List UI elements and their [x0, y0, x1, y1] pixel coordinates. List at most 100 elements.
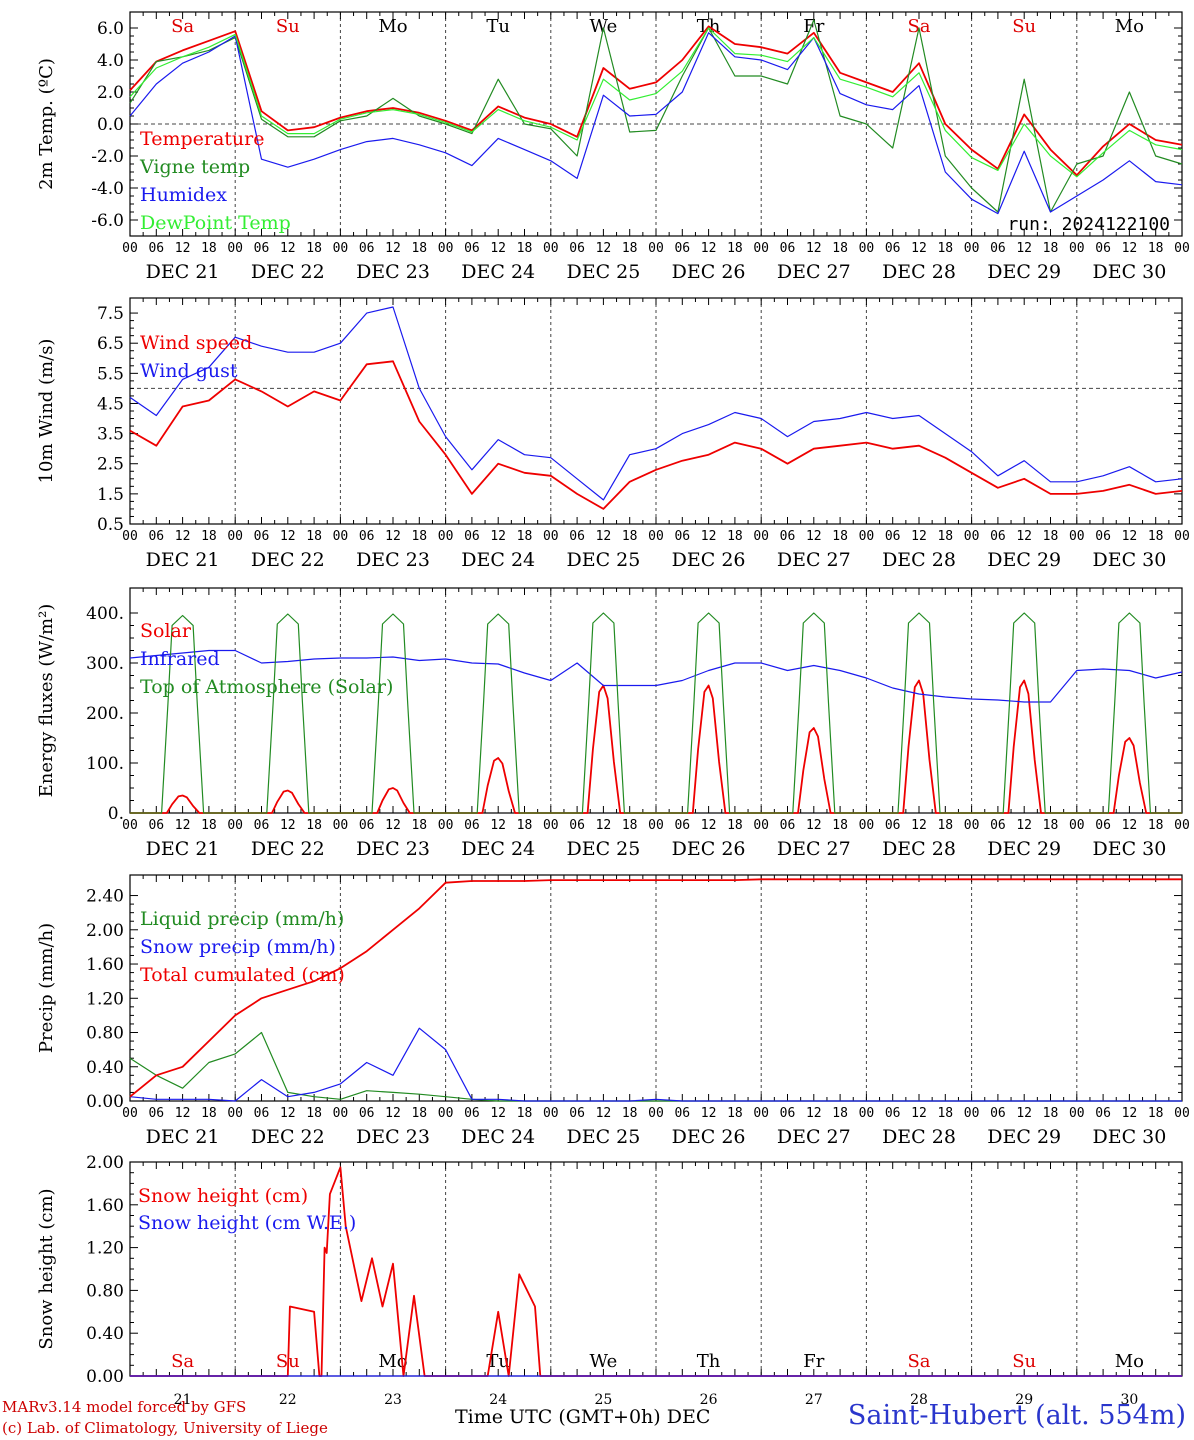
x-hour-label: 12	[280, 529, 296, 544]
x-hour-label: 06	[359, 241, 375, 256]
y-axis-label: 10m Wind (m/s)	[36, 339, 57, 484]
x-hour-label: 06	[148, 241, 164, 256]
x-date-label: DEC 21	[146, 1126, 220, 1148]
x-date-label: DEC 21	[146, 261, 220, 283]
x-date-label: 29	[1015, 1392, 1033, 1408]
x-hour-label: 18	[622, 818, 638, 833]
station-name: Saint-Hubert (alt. 554m)	[847, 1400, 1186, 1431]
x-hour-label: 12	[280, 1106, 296, 1121]
x-hour-label: 18	[727, 818, 743, 833]
y-tick-label: 6.5	[97, 334, 124, 354]
x-hour-label: 00	[1069, 818, 1085, 833]
y-axis-label: Snow height (cm)	[36, 1188, 57, 1349]
y-tick-label: 0.00	[86, 1367, 124, 1387]
weekday-label: Th	[697, 1351, 721, 1372]
weekday-label: Su	[1012, 16, 1036, 37]
x-date-label: DEC 29	[987, 261, 1061, 283]
legend-entry: Snow height (cm)	[138, 1185, 308, 1207]
legend-entry: Liquid precip (mm/h)	[140, 908, 344, 930]
x-date-label: DEC 28	[882, 549, 956, 571]
x-hour-label: 18	[622, 529, 638, 544]
x-hour-label: 12	[175, 241, 191, 256]
x-hour-label: 18	[306, 818, 322, 833]
x-hour-label: 00	[753, 529, 769, 544]
panel-1: 6.0 4.0 2.0 0.0 -2.0 -4.0 -6.0 2m Temp. (ºC) 00 0…	[36, 11, 1190, 283]
x-date-label: DEC 22	[251, 1126, 325, 1148]
x-date-label: DEC 27	[777, 1126, 851, 1148]
x-hour-label: 12	[596, 529, 612, 544]
x-hour-label: 00	[859, 818, 875, 833]
panel-4: 2.40 2.00 1.60 1.20 0.80 0.40 0.00 Precip (mm/h…	[36, 874, 1190, 1148]
y-tick-label: 400.	[86, 604, 124, 624]
x-hour-label: 06	[254, 529, 270, 544]
weekday-label: Su	[1012, 1351, 1036, 1372]
x-hour-label: 00	[1069, 1106, 1085, 1121]
y-tick-label: 0.80	[86, 1024, 124, 1044]
series-line-humidex	[129, 32, 1183, 215]
x-hour-label: 00	[227, 1106, 243, 1121]
x-date-label: DEC 30	[1092, 261, 1166, 283]
x-date-label: DEC 26	[672, 838, 746, 860]
x-date-label: DEC 27	[777, 838, 851, 860]
y-tick-label: 1.60	[86, 955, 124, 975]
x-date-label: DEC 22	[251, 261, 325, 283]
x-date-label: 27	[805, 1392, 823, 1408]
legend-entry: Snow precip (mm/h)	[140, 936, 336, 958]
x-date-label: DEC 28	[882, 1126, 956, 1148]
x-date-label: 25	[594, 1392, 612, 1408]
x-hour-label: 18	[201, 1106, 217, 1121]
x-hour-label: 12	[490, 818, 506, 833]
y-tick-label: 1.20	[86, 989, 124, 1009]
weekday-label: Sa	[907, 1351, 930, 1372]
series-line-infrared	[129, 649, 1183, 703]
y-tick-label: 4.0	[97, 51, 124, 71]
x-hour-label: 18	[832, 818, 848, 833]
y-tick-label: 1.5	[97, 485, 124, 505]
x-hour-label: 18	[1148, 1106, 1164, 1121]
y-tick-label: -2.0	[91, 147, 124, 167]
weekday-label: Mo	[1115, 16, 1144, 37]
x-hour-label: 18	[201, 241, 217, 256]
x-date-label: 30	[1120, 1392, 1138, 1408]
y-tick-label: -6.0	[91, 211, 124, 231]
x-hour-label: 18	[727, 1106, 743, 1121]
x-hour-label: 18	[937, 1106, 953, 1121]
y-tick-label: 3.5	[97, 425, 124, 445]
x-hour-label: 12	[701, 818, 717, 833]
legend-entry: Snow height (cm W.E.)	[138, 1212, 356, 1234]
x-hour-label: 12	[1122, 529, 1138, 544]
x-hour-label: 00	[122, 1106, 138, 1121]
x-hour-label: 06	[359, 1106, 375, 1121]
x-hour-label: 06	[780, 241, 796, 256]
weekday-label: Su	[276, 16, 300, 37]
weekday-label: Mo	[378, 1351, 407, 1372]
legend-entry: Solar	[140, 620, 192, 642]
x-date-label: 21	[174, 1392, 192, 1408]
x-hour-label: 12	[596, 1106, 612, 1121]
x-hour-label: 06	[1095, 1106, 1111, 1121]
x-hour-label: 00	[543, 1106, 559, 1121]
x-hour-label: 06	[254, 1106, 270, 1121]
x-hour-label: 06	[885, 241, 901, 256]
x-hour-label: 06	[254, 818, 270, 833]
x-date-label: DEC 27	[777, 261, 851, 283]
x-date-label: DEC 24	[461, 838, 535, 860]
x-date-label: 24	[489, 1392, 507, 1408]
x-date-label: DEC 29	[987, 1126, 1061, 1148]
y-tick-label: 1.60	[86, 1196, 124, 1216]
x-hour-label: 00	[1069, 241, 1085, 256]
x-hour-label: 06	[990, 529, 1006, 544]
x-hour-label: 18	[1148, 241, 1164, 256]
x-hour-label: 00	[227, 529, 243, 544]
x-hour-label: 06	[1095, 241, 1111, 256]
x-hour-label: 18	[306, 1106, 322, 1121]
weekday-label: Sa	[907, 16, 930, 37]
weekday-label: Fr	[803, 1351, 824, 1372]
x-hour-label: 00	[1174, 1106, 1190, 1121]
y-tick-label: 200.	[86, 704, 124, 724]
x-hour-label: 06	[569, 241, 585, 256]
x-hour-label: 06	[780, 818, 796, 833]
x-hour-label: 18	[937, 241, 953, 256]
x-hour-label: 00	[859, 529, 875, 544]
x-date-label: DEC 22	[251, 549, 325, 571]
